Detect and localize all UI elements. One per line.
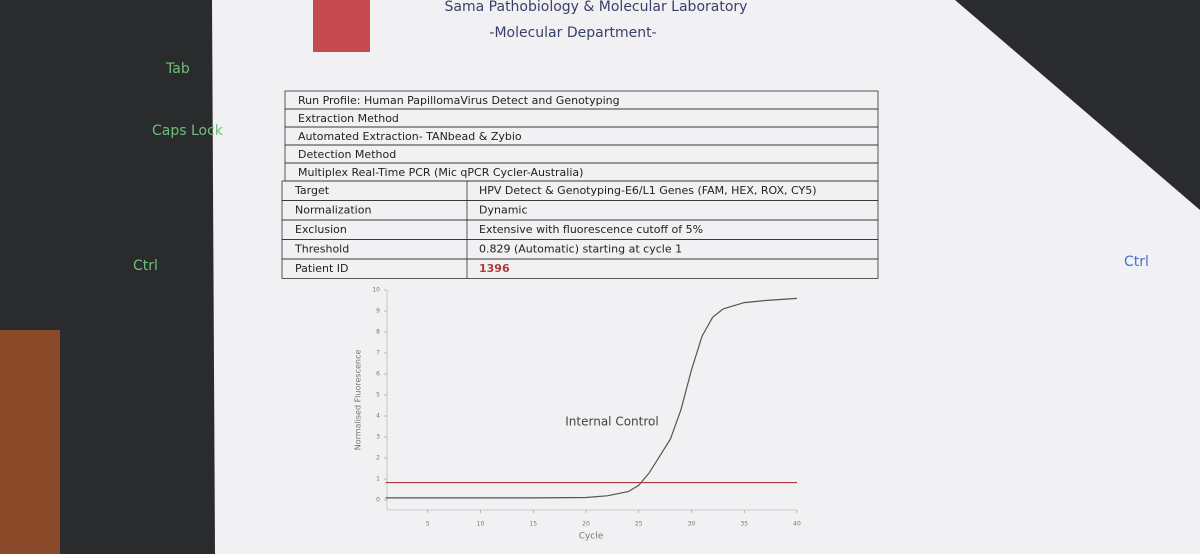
x-axis-label: Cycle — [579, 532, 604, 542]
y-tick-label: 4 — [376, 413, 380, 420]
y-tick-label: 8 — [376, 329, 380, 336]
table-cell: Threshold — [294, 243, 349, 256]
key-label: Ctrl — [1124, 254, 1149, 270]
y-tick-label: 10 — [372, 287, 380, 294]
table-row — [281, 258, 879, 279]
table-cell: 0.829 (Automatic) starting at cycle 1 — [479, 243, 682, 256]
key-label: Caps Lock — [152, 123, 224, 139]
logo — [313, 0, 370, 52]
table-cell: Multiplex Real-Time PCR (Mic qPCR Cycler… — [298, 166, 583, 179]
x-tick-label: 10 — [477, 521, 485, 528]
paper — [212, 0, 1200, 554]
y-tick-label: 2 — [376, 455, 380, 462]
table-cell: Extraction Method — [298, 112, 399, 125]
notebook — [0, 330, 60, 554]
table-cell: 1396 — [479, 262, 510, 275]
x-tick-label: 15 — [529, 521, 537, 528]
x-tick-label: 20 — [582, 521, 590, 528]
table-cell: Extensive with fluorescence cutoff of 5% — [479, 223, 703, 236]
table-cell: Target — [294, 184, 330, 197]
table-cell: Run Profile: Human PapillomaVirus Detect… — [298, 94, 620, 107]
key-label: Ctrl — [133, 258, 158, 274]
annotation: Internal Control — [565, 415, 658, 429]
y-tick-label: 0 — [376, 497, 380, 504]
table-cell: HPV Detect & Genotyping-E6/L1 Genes (FAM… — [479, 184, 816, 197]
table-cell: Automated Extraction- TANbead & Zybio — [298, 130, 522, 143]
chart: 0 1 2 3 4 5 6 7 8 9 10 5 10 15 20 25 30 35 40 Cycle Normalis… — [354, 287, 801, 542]
x-tick-label: 30 — [688, 521, 696, 528]
lab-subtitle: -Molecular Department- — [489, 25, 656, 41]
x-tick-label: 40 — [793, 521, 801, 528]
y-tick-label: 7 — [376, 350, 380, 357]
series-line — [385, 297, 798, 499]
y-tick-label: 6 — [376, 371, 380, 378]
y-axis-label: Normalised Fluorescence — [354, 350, 363, 451]
y-tick-label: 9 — [376, 308, 380, 315]
run-table: Run Profile: Human PapillomaVirus Detect… — [281, 90, 879, 279]
table-cell: Normalization — [295, 204, 371, 217]
lab-title: Sama Pathobiology & Molecular Laboratory — [445, 0, 748, 15]
table-cell: Patient ID — [295, 262, 349, 275]
table-cell: Exclusion — [295, 223, 347, 236]
x-tick-label: 35 — [740, 521, 748, 528]
x-tick-label: 25 — [635, 521, 643, 528]
x-tick-label: 5 — [426, 521, 430, 528]
y-tick-label: 5 — [376, 392, 380, 399]
key-label: Tab — [165, 61, 190, 77]
y-tick-label: 1 — [376, 476, 380, 483]
table-cell: Dynamic — [479, 204, 528, 217]
y-tick-label: 3 — [376, 434, 380, 441]
table-cell: Detection Method — [298, 148, 396, 161]
